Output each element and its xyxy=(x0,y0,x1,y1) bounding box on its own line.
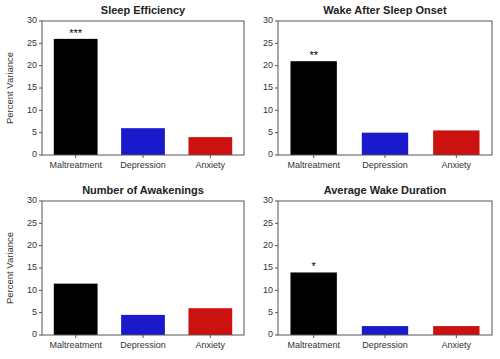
annotation: * xyxy=(312,260,317,272)
y-tick-label: 10 xyxy=(263,105,273,115)
y-tick-label: 15 xyxy=(263,262,273,272)
panel: Number of Awakenings Percent Variance 0 5 10… xyxy=(4,184,244,350)
y-tick-label: 5 xyxy=(32,307,37,317)
x-tick-label: Anxiety xyxy=(442,160,472,170)
x-tick-label: Depression xyxy=(120,160,166,170)
y-axis-label: Percent Variance xyxy=(4,232,15,304)
bars xyxy=(54,39,232,155)
bar xyxy=(433,326,479,335)
y-tick-label: 0 xyxy=(32,149,37,159)
x-tick xyxy=(210,335,211,338)
frame xyxy=(42,201,244,335)
x-tick-label: Maltreatment xyxy=(49,340,102,350)
y-tick-label: 30 xyxy=(263,15,273,25)
bar xyxy=(188,137,232,155)
x-tick-label: Maltreatment xyxy=(49,160,102,170)
y-tick-label: 25 xyxy=(27,218,37,228)
chart: Sleep Efficiency Percent Variance 0 5 10 15 20… xyxy=(0,0,500,359)
bar xyxy=(54,39,98,155)
bar xyxy=(362,133,408,155)
title: Average Wake Duration xyxy=(324,184,447,196)
y-tick-label: 0 xyxy=(268,329,273,339)
bar xyxy=(188,308,232,335)
y-tick-label: 30 xyxy=(263,195,273,205)
y-tick-label: 5 xyxy=(32,127,37,137)
x-tick xyxy=(456,335,457,338)
x-tick xyxy=(313,335,314,338)
y-tick-label: 20 xyxy=(27,240,37,250)
y-tick-label: 5 xyxy=(268,127,273,137)
x-tick xyxy=(313,155,314,158)
x-tick xyxy=(75,155,76,158)
panel: Sleep Efficiency Percent Variance 0 5 10 15 20… xyxy=(4,4,244,170)
y-tick-label: 25 xyxy=(27,38,37,48)
bar xyxy=(290,272,336,335)
x-tick-label: Maltreatment xyxy=(287,160,340,170)
x-tick xyxy=(143,155,144,158)
annotation: ** xyxy=(309,49,318,61)
y-tick-label: 25 xyxy=(263,218,273,228)
bar xyxy=(121,315,165,335)
x-tick xyxy=(143,335,144,338)
bar xyxy=(433,130,479,155)
title: Wake After Sleep Onset xyxy=(323,4,447,16)
panel: Wake After Sleep Onset 0 5 10 15 20 25 30 Maltre… xyxy=(263,4,492,170)
y-tick-label: 25 xyxy=(263,38,273,48)
bar xyxy=(290,61,336,155)
x-tick-label: Anxiety xyxy=(442,340,472,350)
y-tick-label: 15 xyxy=(27,82,37,92)
x-tick xyxy=(385,155,386,158)
y-tick-label: 30 xyxy=(27,195,37,205)
y-tick-label: 15 xyxy=(263,82,273,92)
title: Sleep Efficiency xyxy=(101,4,186,16)
y-tick-label: 5 xyxy=(268,307,273,317)
y-tick-label: 15 xyxy=(27,262,37,272)
bar xyxy=(54,284,98,335)
y-tick-label: 0 xyxy=(268,149,273,159)
bars xyxy=(54,284,232,335)
y-tick-label: 10 xyxy=(263,285,273,295)
x-tick xyxy=(75,335,76,338)
x-tick-label: Depression xyxy=(362,160,408,170)
x-tick xyxy=(456,155,457,158)
y-tick-label: 0 xyxy=(32,329,37,339)
x-tick-label: Depression xyxy=(120,340,166,350)
y-tick-label: 20 xyxy=(263,60,273,70)
y-axis-label: Percent Variance xyxy=(4,52,15,124)
panel: Average Wake Duration 0 5 10 15 20 25 30 Maltrea… xyxy=(263,184,492,350)
y-tick-label: 30 xyxy=(27,15,37,25)
x-tick xyxy=(210,155,211,158)
frame xyxy=(278,201,492,335)
frame xyxy=(42,21,244,155)
bar xyxy=(362,326,408,335)
x-tick-label: Maltreatment xyxy=(287,340,340,350)
x-tick xyxy=(385,335,386,338)
y-tick-label: 20 xyxy=(263,240,273,250)
y-tick-label: 10 xyxy=(27,105,37,115)
frame xyxy=(278,21,492,155)
y-tick-label: 10 xyxy=(27,285,37,295)
bar xyxy=(121,128,165,155)
annotation: *** xyxy=(69,27,83,39)
x-tick-label: Depression xyxy=(362,340,408,350)
x-tick-label: Anxiety xyxy=(196,340,226,350)
title: Number of Awakenings xyxy=(82,184,204,196)
x-tick-label: Anxiety xyxy=(196,160,226,170)
bars xyxy=(290,61,479,155)
y-tick-label: 20 xyxy=(27,60,37,70)
bars xyxy=(290,272,479,335)
